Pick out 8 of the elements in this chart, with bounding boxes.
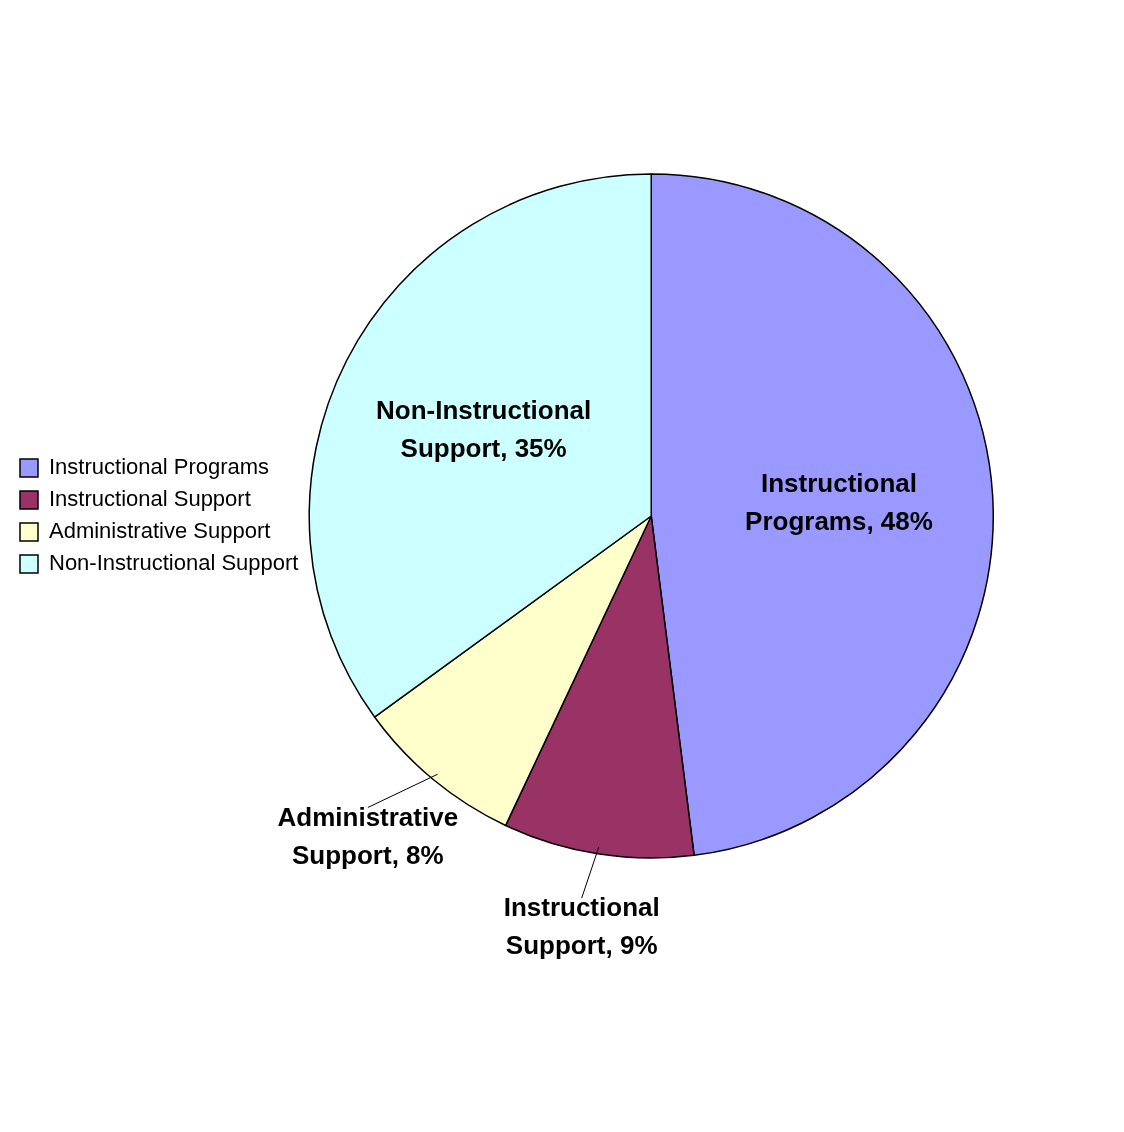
data-label: Non-Instructional Support, 35% bbox=[376, 394, 592, 463]
data-label: Instructional Support, 9% bbox=[503, 892, 660, 961]
legend-label: Administrative Support bbox=[49, 518, 271, 544]
legend-label: Instructional Programs bbox=[49, 454, 270, 480]
data-label: Instructional Programs, 48% bbox=[745, 468, 933, 537]
legend-label: Non-Instructional Support bbox=[49, 550, 299, 576]
data-label: Administrative Support, 8% bbox=[277, 801, 459, 870]
legend-label: Instructional Support bbox=[49, 486, 251, 512]
